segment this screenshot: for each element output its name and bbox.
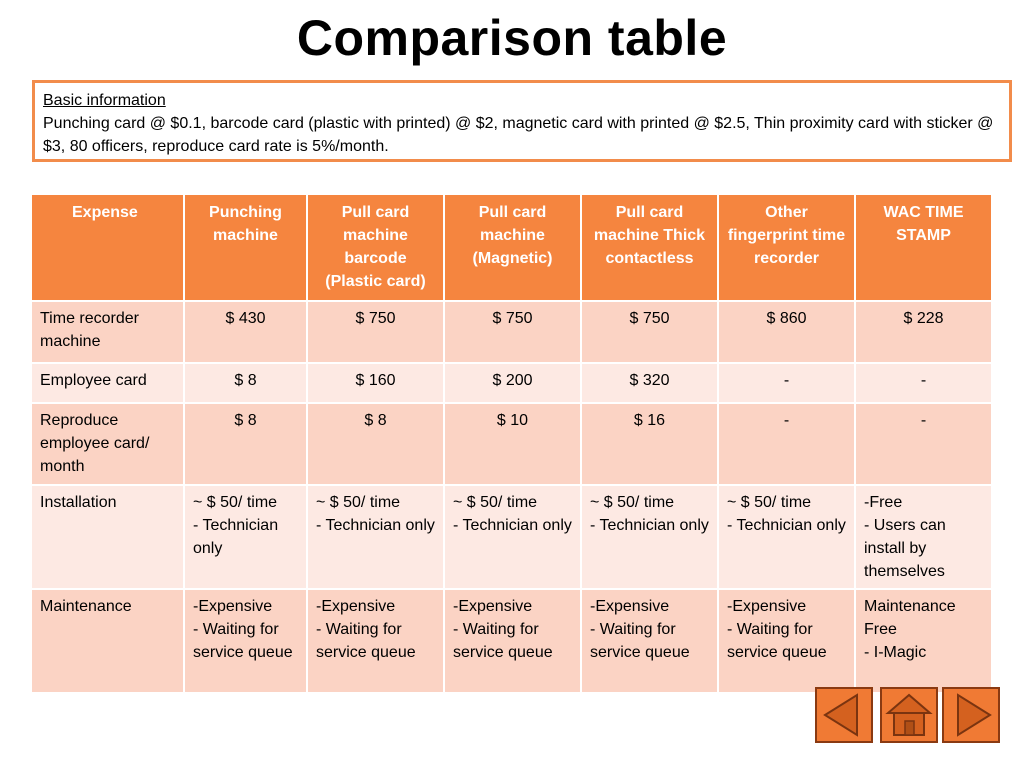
- basic-information-heading: Basic information: [43, 92, 166, 109]
- table-cell: $ 430: [185, 302, 308, 364]
- table-cell: -Expensive - Waiting for service queue: [308, 590, 445, 694]
- table-cell: ~ $ 50/ time - Technician only: [582, 486, 719, 590]
- table-cell: ~ $ 50/ time - Technician only: [185, 486, 308, 590]
- table-header-row: Expense Punching machine Pull card machi…: [32, 195, 993, 302]
- table-cell: -Expensive - Waiting for service queue: [582, 590, 719, 694]
- table-cell: $ 228: [856, 302, 993, 364]
- table-row: Maintenance -Expensive - Waiting for serv…: [32, 590, 993, 694]
- table-cell: $ 860: [719, 302, 856, 364]
- table-cell: $ 160: [308, 364, 445, 404]
- table-cell: $ 8: [308, 404, 445, 486]
- home-button[interactable]: [880, 687, 938, 743]
- next-slide-button[interactable]: [942, 687, 1000, 743]
- table-cell: ~ $ 50/ time - Technician only: [445, 486, 582, 590]
- table-cell: $ 10: [445, 404, 582, 486]
- home-icon: [885, 693, 933, 736]
- basic-information-box: Basic information Punching card @ $0.1, …: [32, 80, 1012, 162]
- row-label: Employee card: [32, 364, 185, 404]
- table-cell: -Expensive - Waiting for service queue: [719, 590, 856, 694]
- table-cell: -: [856, 404, 993, 486]
- arrow-left-icon: [823, 693, 858, 737]
- table-cell: ~ $ 50/ time - Technician only: [719, 486, 856, 590]
- table-cell: -Expensive - Waiting for service queue: [185, 590, 308, 694]
- row-label: Reproduce employee card/ month: [32, 404, 185, 486]
- table-row: Employee card $ 8 $ 160 $ 200 $ 320 - -: [32, 364, 993, 404]
- table-cell: $ 8: [185, 404, 308, 486]
- arrow-right-icon: [957, 693, 992, 737]
- table-cell: -Free - Users can install by themselves: [856, 486, 993, 590]
- page-title: Comparison table: [296, 10, 728, 66]
- table-cell: $ 16: [582, 404, 719, 486]
- header-expense: Expense: [32, 195, 185, 302]
- table-row: Reproduce employee card/ month $ 8 $ 8 $…: [32, 404, 993, 486]
- table-cell: -: [719, 364, 856, 404]
- header-punching-machine: Punching machine: [185, 195, 308, 302]
- header-other-fingerprint: Other fingerprint time recorder: [719, 195, 856, 302]
- table-cell: $ 320: [582, 364, 719, 404]
- table-cell: $ 750: [582, 302, 719, 364]
- table-cell: Maintenance Free - I-Magic: [856, 590, 993, 694]
- row-label: Installation: [32, 486, 185, 590]
- table-cell: ~ $ 50/ time - Technician only: [308, 486, 445, 590]
- table-cell: $ 750: [445, 302, 582, 364]
- header-pull-card-barcode: Pull card machine barcode (Plastic card): [308, 195, 445, 302]
- header-pull-card-contactless: Pull card machine Thick contactless: [582, 195, 719, 302]
- row-label: Maintenance: [32, 590, 185, 694]
- table-cell: -: [719, 404, 856, 486]
- comparison-table: Expense Punching machine Pull card machi…: [32, 195, 993, 694]
- table-cell: $ 8: [185, 364, 308, 404]
- basic-information-text: Punching card @ $0.1, barcode card (plas…: [43, 115, 994, 155]
- table-row: Time recorder machine $ 430 $ 750 $ 750 …: [32, 302, 993, 364]
- table-row: Installation ~ $ 50/ time - Technician on…: [32, 486, 993, 590]
- header-wac-time-stamp: WAC TIME STAMP: [856, 195, 993, 302]
- table-cell: $ 200: [445, 364, 582, 404]
- previous-slide-button[interactable]: [815, 687, 873, 743]
- header-pull-card-magnetic: Pull card machine (Magnetic): [445, 195, 582, 302]
- row-label: Time recorder machine: [32, 302, 185, 364]
- table-cell: -: [856, 364, 993, 404]
- table-cell: -Expensive - Waiting for service queue: [445, 590, 582, 694]
- table-cell: $ 750: [308, 302, 445, 364]
